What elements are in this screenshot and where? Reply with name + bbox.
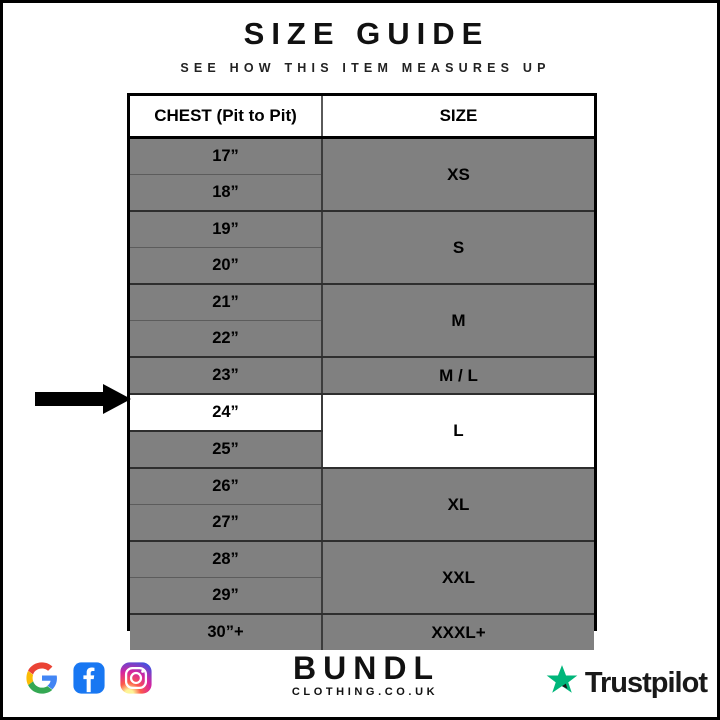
chest-measurement-cell[interactable]: 17” bbox=[130, 137, 323, 175]
table-row[interactable]: 25” bbox=[130, 431, 594, 469]
size-label-cell[interactable]: M / L bbox=[322, 357, 594, 395]
right-arrow-icon bbox=[35, 384, 131, 414]
size-label-cell[interactable]: M bbox=[322, 284, 594, 358]
size-guide-table: CHEST (Pit to Pit) SIZE 17” XS 18” 19” S 20” 21”… bbox=[130, 96, 594, 650]
chest-measurement-cell[interactable]: 22” bbox=[130, 320, 323, 358]
page-footer: BUNDL CLOTHING.CO.UK Trustpilot bbox=[3, 643, 717, 715]
page-header: SIZE GUIDE SEE HOW THIS ITEM MEASURES UP bbox=[3, 16, 717, 76]
table-row[interactable]: 21” M bbox=[130, 284, 594, 358]
table-row[interactable]: 23” M / L bbox=[130, 357, 594, 395]
table-header-row: CHEST (Pit to Pit) SIZE bbox=[130, 96, 594, 139]
trustpilot-label: Trustpilot bbox=[584, 666, 708, 699]
size-label-cell[interactable]: XS bbox=[322, 137, 594, 212]
table-row[interactable]: 20” bbox=[130, 247, 594, 285]
chest-measurement-cell[interactable]: 21” bbox=[130, 284, 323, 321]
trustpilot-star-icon bbox=[545, 663, 579, 702]
size-label-cell[interactable]: XXL bbox=[322, 541, 594, 615]
table-row[interactable]: 18” bbox=[130, 174, 594, 212]
instagram-icon[interactable] bbox=[119, 661, 153, 695]
social-links bbox=[25, 661, 153, 695]
google-icon[interactable] bbox=[25, 661, 59, 695]
page-title: SIZE GUIDE bbox=[243, 16, 490, 51]
chest-measurement-cell[interactable]: 19” bbox=[130, 211, 323, 248]
table-row[interactable]: 28” XXL bbox=[130, 541, 594, 615]
chest-measurement-cell[interactable]: 30”+ bbox=[130, 614, 323, 650]
size-label-cell[interactable]: XL bbox=[322, 468, 594, 542]
facebook-icon[interactable] bbox=[72, 661, 106, 695]
trustpilot-logo[interactable]: Trustpilot bbox=[545, 663, 708, 702]
chest-measurement-cell[interactable]: 24” bbox=[130, 394, 323, 432]
chest-measurement-cell[interactable]: 23” bbox=[130, 357, 323, 395]
table-row[interactable]: 24” L bbox=[130, 394, 594, 469]
size-label-cell[interactable]: S bbox=[322, 211, 594, 285]
chest-measurement-cell[interactable]: 29” bbox=[130, 577, 323, 615]
table-row[interactable]: 26” XL bbox=[130, 468, 594, 542]
table-row[interactable]: 30”+ XXXL+ bbox=[130, 614, 594, 650]
size-label-cell[interactable]: XXXL+ bbox=[322, 614, 594, 650]
chest-measurement-cell[interactable]: 27” bbox=[130, 504, 323, 542]
column-header-size: SIZE bbox=[322, 96, 594, 139]
chest-measurement-cell[interactable]: 25” bbox=[130, 431, 323, 469]
table-row[interactable]: 19” S bbox=[130, 211, 594, 285]
size-guide-table-wrapper: CHEST (Pit to Pit) SIZE 17” XS 18” 19” S 20” 21”… bbox=[127, 93, 597, 650]
table-row[interactable]: 17” XS bbox=[130, 137, 594, 212]
page-subtitle: SEE HOW THIS ITEM MEASURES UP bbox=[180, 61, 551, 75]
size-label-cell[interactable]: L bbox=[322, 394, 594, 469]
table-row[interactable]: 22” bbox=[130, 320, 594, 358]
table-row[interactable]: 29” bbox=[130, 577, 594, 615]
chest-measurement-cell[interactable]: 26” bbox=[130, 468, 323, 505]
table-row[interactable]: 27” bbox=[130, 504, 594, 542]
chest-measurement-cell[interactable]: 18” bbox=[130, 174, 323, 212]
column-header-chest: CHEST (Pit to Pit) bbox=[130, 96, 323, 139]
chest-measurement-cell[interactable]: 28” bbox=[130, 541, 323, 578]
chest-measurement-cell[interactable]: 20” bbox=[130, 247, 323, 285]
